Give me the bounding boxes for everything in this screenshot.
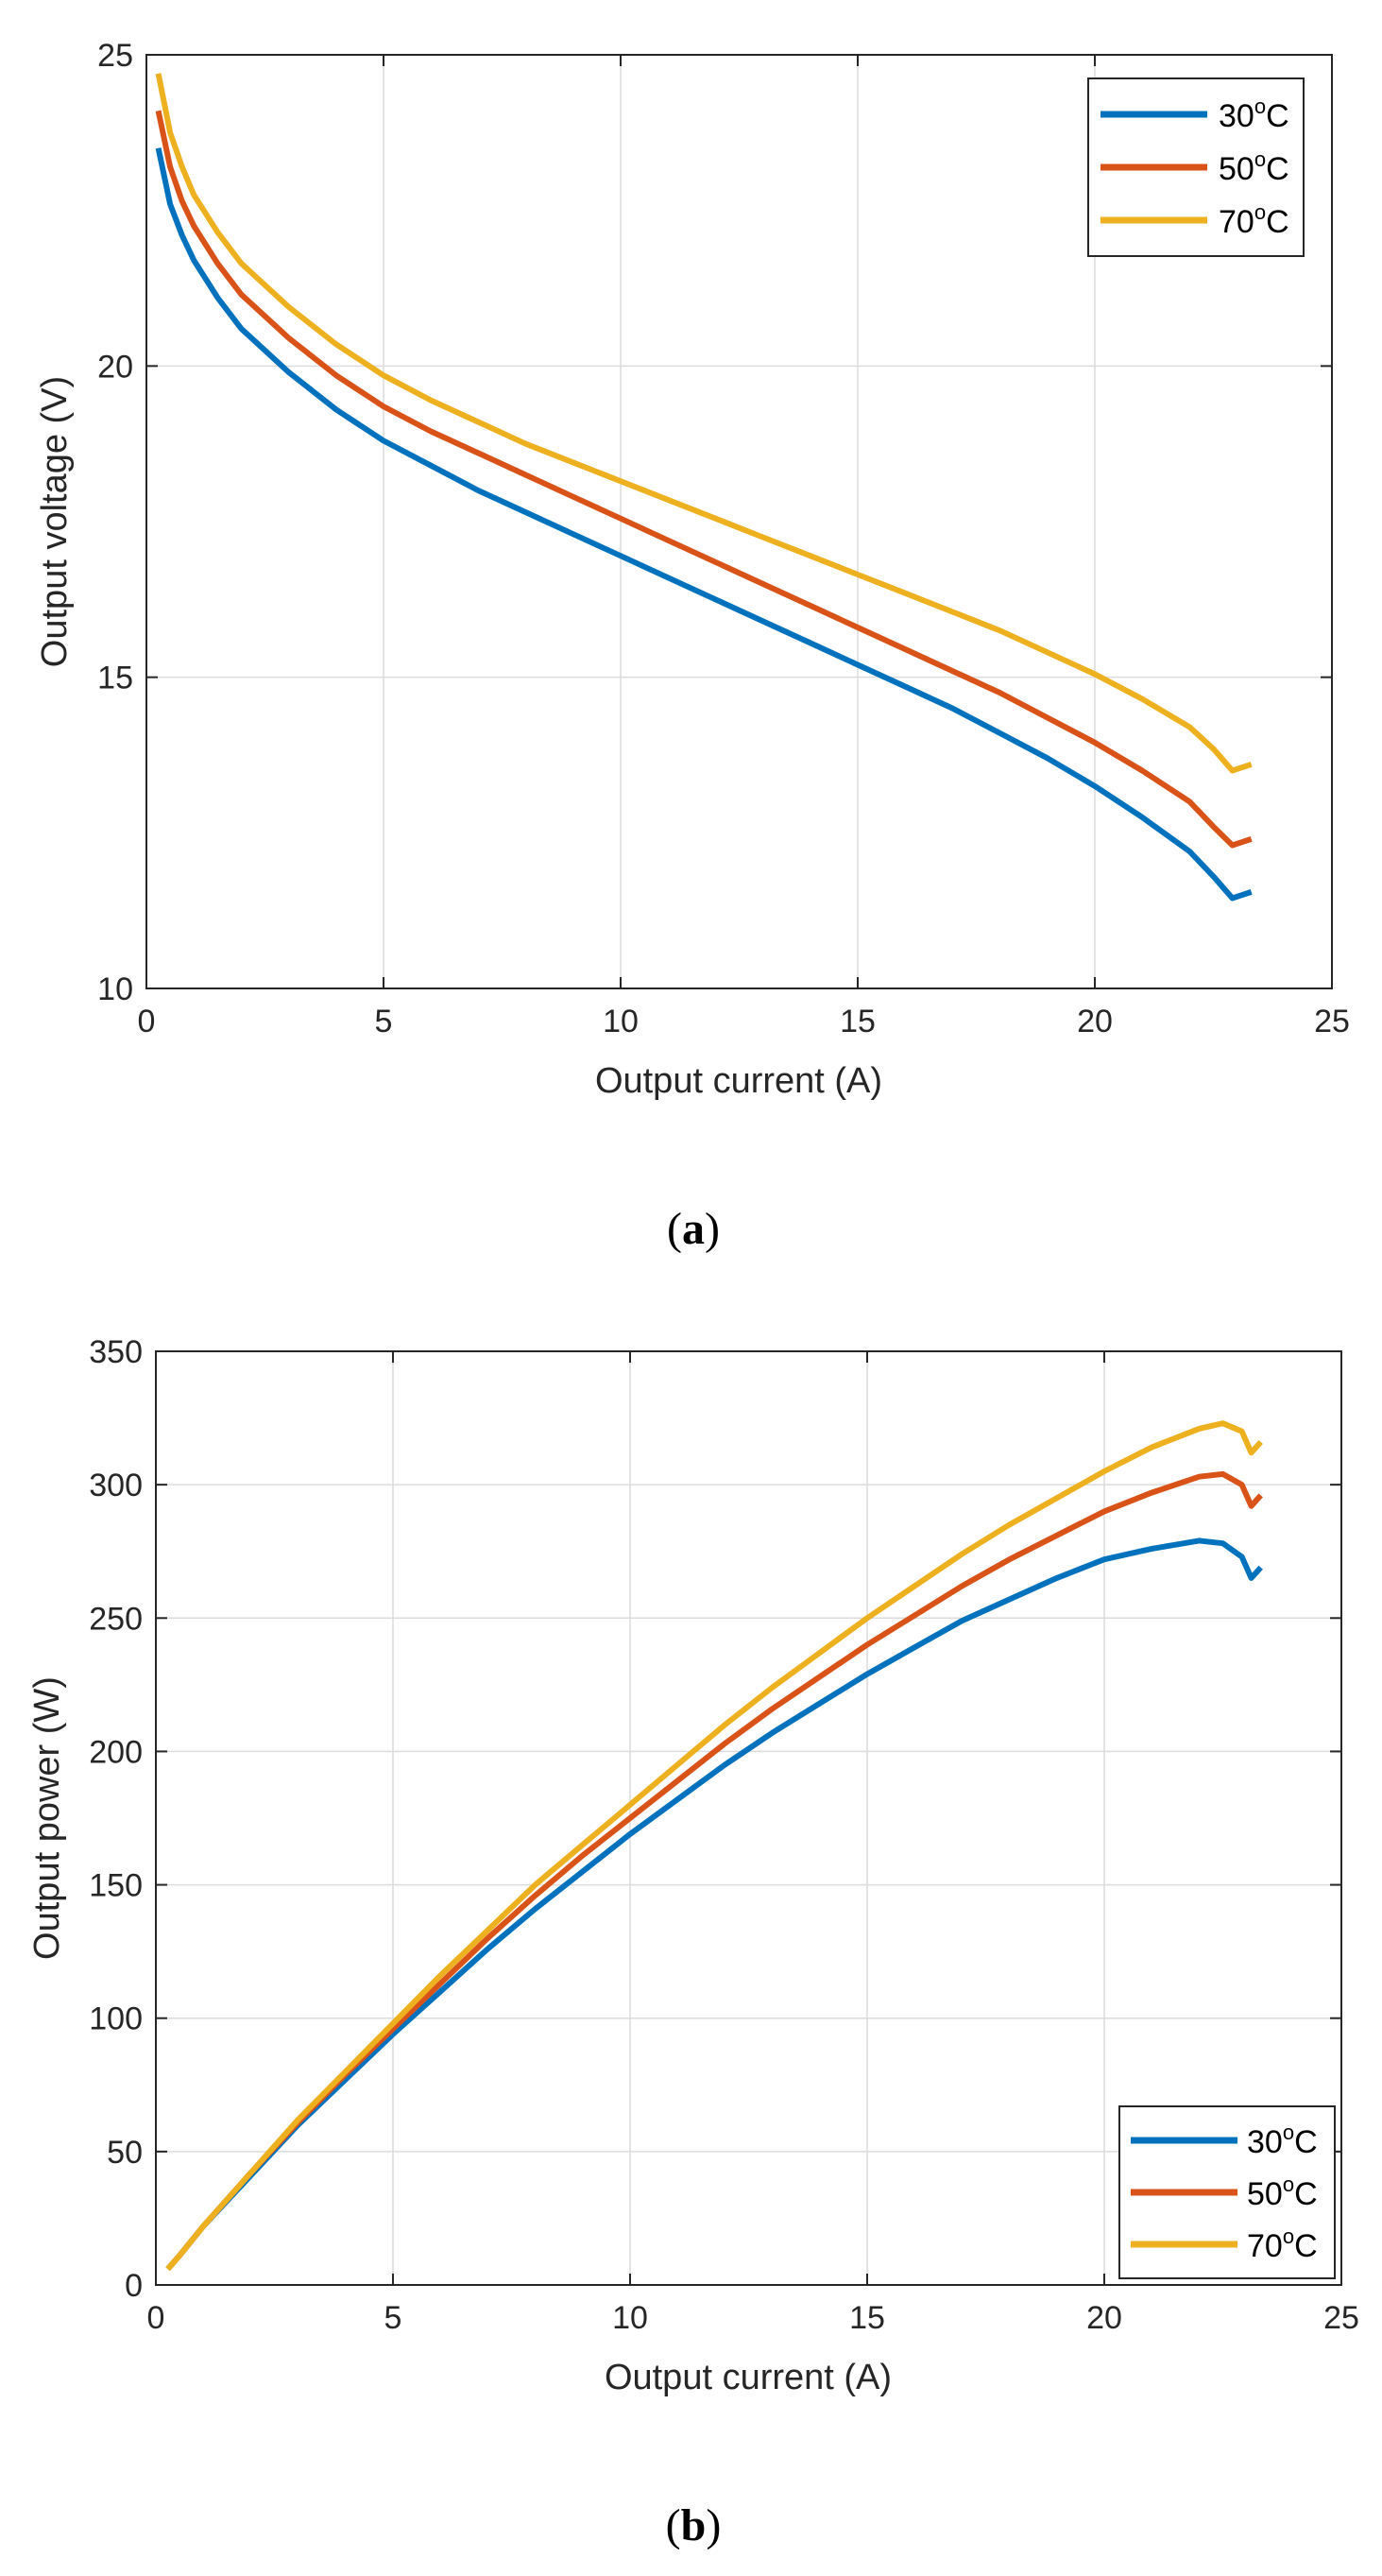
y-tick-label-b-3: 150 [89,1868,143,1904]
x-tick-label-a-4: 20 [1077,1004,1113,1039]
legend-label-a-1: 50oC [1219,147,1289,187]
x-tick-label-a-1: 5 [375,1004,393,1039]
series-line-b-70C [165,1420,1263,2272]
ticks-b [155,1350,1342,2286]
x-tick-label-a-2: 10 [603,1004,639,1039]
x-tick-label-b-1: 5 [384,2300,402,2336]
y-tick-labels-a: 10 15 20 25 [97,38,133,1007]
x-tick-labels-b: 0 5 10 15 20 25 [147,2300,1359,2336]
x-tick-label-b-4: 20 [1086,2300,1122,2336]
legend-b: 30oC 50oC 70oC [1118,2105,1336,2279]
x-tick-label-b-0: 0 [147,2300,165,2336]
caption-b: (b) [666,2500,722,2550]
legend-label-b-1: 50oC [1247,2172,1318,2212]
x-tick-label-a-0: 0 [138,1004,156,1039]
legend-label-b-2: 70oC [1247,2224,1318,2264]
y-tick-label-b-5: 250 [89,1601,143,1637]
x-axis-label-b: Output current (A) [605,2358,892,2397]
series-lines-a [155,73,1253,902]
chart-b: 0 5 10 15 20 25 0 50 100 150 200 250 300 350 Output … [27,1334,1359,2550]
legend-label-b-0: 30oC [1247,2121,1318,2160]
y-tick-label-b-4: 200 [89,1734,143,1770]
x-tick-label-b-3: 15 [849,2300,885,2336]
series-line-a-30C [155,147,1253,902]
y-axis-label-a: Output voltage (V) [35,376,75,667]
y-axis-label-b: Output power (W) [27,1676,67,1960]
plot-frame-b [155,1350,1342,2286]
y-tick-labels-b: 0 50 100 150 200 250 300 350 [89,1334,143,2304]
ticks-a [145,54,1333,989]
plot-frame-a [145,54,1333,989]
series-line-a-70C [155,73,1253,774]
y-tick-label-b-1: 50 [107,2135,143,2171]
legend-a: 30oC 50oC 70oC [1087,77,1305,257]
y-tick-label-b-2: 100 [89,2001,143,2037]
legend-label-a-0: 30oC [1219,94,1289,134]
x-tick-label-a-3: 15 [840,1004,876,1039]
y-tick-label-a-1: 15 [97,661,133,696]
y-tick-label-b-0: 0 [125,2268,143,2304]
y-tick-label-a-0: 10 [97,971,133,1007]
series-line-a-50C [155,110,1253,849]
caption-a: (a) [667,1204,720,1254]
x-axis-label-a: Output current (A) [595,1061,882,1101]
legend-label-a-2: 70oC [1219,200,1289,240]
series-lines-b [165,1420,1263,2272]
x-tick-label-b-2: 10 [612,2300,648,2336]
y-tick-label-b-7: 350 [89,1334,143,1370]
chart-a: 0 5 10 15 20 25 10 15 20 25 Output current (A) O… [35,38,1350,1254]
y-tick-label-a-3: 25 [97,38,133,74]
x-tick-labels-a: 0 5 10 15 20 25 [138,1004,1350,1039]
y-tick-label-a-2: 20 [97,349,133,385]
x-tick-label-a-5: 25 [1314,1004,1350,1039]
x-tick-label-b-5: 25 [1323,2300,1359,2336]
y-tick-label-b-6: 300 [89,1468,143,1503]
